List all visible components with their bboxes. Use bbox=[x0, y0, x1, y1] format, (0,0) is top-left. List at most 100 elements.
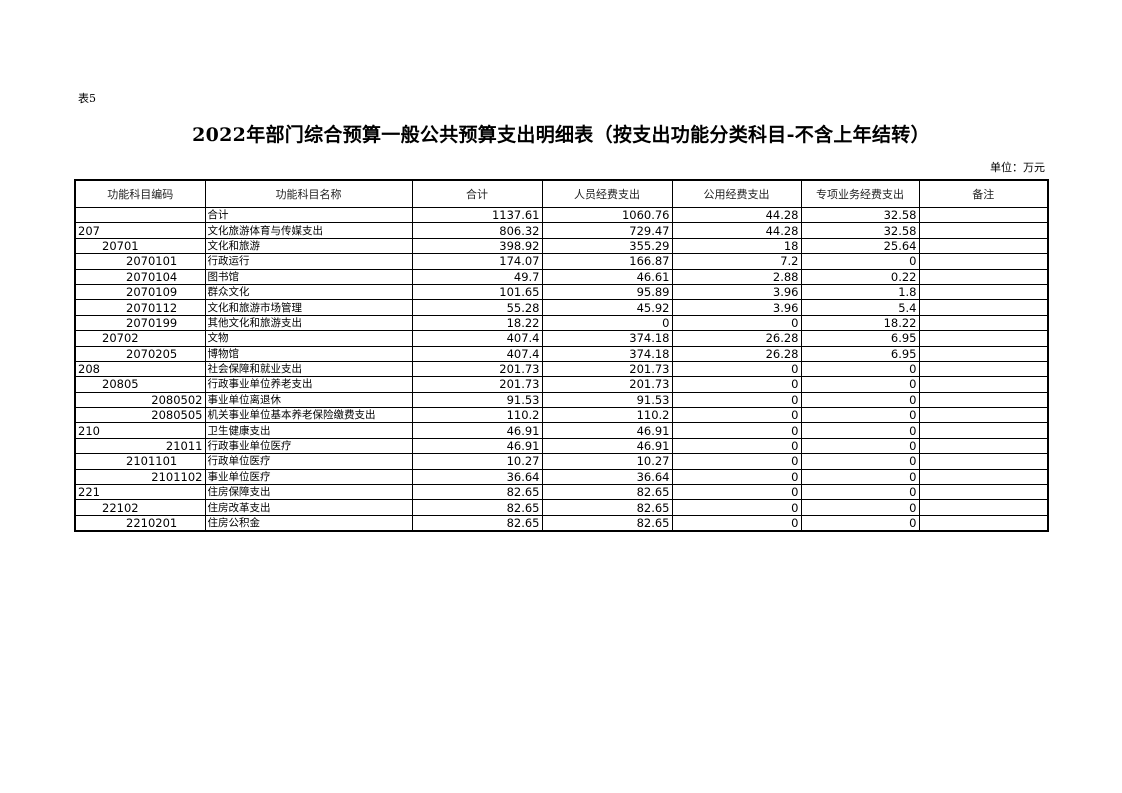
table-row: 2210201 住房公积金 82.65 82.65 0 0 bbox=[74, 514, 1049, 532]
table-row: 207 文化旅游体育与传媒支出 806.32 729.47 44.28 32.58 bbox=[74, 222, 1049, 239]
cell-name: 事业单位医疗 bbox=[204, 468, 413, 486]
cell-total: 36.64 bbox=[411, 468, 543, 486]
cell-special: 0 bbox=[800, 468, 920, 486]
table-row: 20702 文物 407.4 374.18 26.28 6.95 bbox=[74, 330, 1049, 347]
cell-name: 群众文化 bbox=[204, 283, 413, 301]
cell-personnel: 45.92 bbox=[541, 299, 673, 316]
cell-public: 0 bbox=[671, 422, 802, 439]
cell-special: 1.8 bbox=[800, 283, 920, 301]
cell-note bbox=[918, 345, 1049, 362]
cell-code: 22102 bbox=[74, 499, 206, 516]
table-row: 合计 1137.61 1060.76 44.28 32.58 bbox=[74, 206, 1049, 224]
cell-note bbox=[918, 514, 1049, 532]
cell-total: 201.73 bbox=[411, 360, 543, 378]
cell-public: 0 bbox=[671, 484, 802, 501]
cell-note bbox=[918, 299, 1049, 316]
cell-personnel: 82.65 bbox=[541, 484, 673, 501]
table-row: 2070112 文化和旅游市场管理 55.28 45.92 3.96 5.4 bbox=[74, 299, 1049, 316]
cell-code bbox=[74, 206, 206, 224]
cell-note bbox=[918, 484, 1049, 501]
cell-note bbox=[918, 237, 1049, 255]
cell-code: 21011 bbox=[74, 437, 206, 455]
cell-note bbox=[918, 222, 1049, 239]
cell-code: 2070199 bbox=[74, 314, 206, 332]
cell-code: 2080502 bbox=[74, 391, 206, 409]
cell-public: 2.88 bbox=[671, 268, 802, 285]
cell-note bbox=[918, 253, 1049, 270]
cell-personnel: 46.61 bbox=[541, 268, 673, 285]
table-row: 21011 行政事业单位医疗 46.91 46.91 0 0 bbox=[74, 437, 1049, 455]
cell-total: 407.4 bbox=[411, 345, 543, 362]
cell-code: 208 bbox=[74, 360, 206, 378]
cell-note bbox=[918, 330, 1049, 347]
cell-public: 26.28 bbox=[671, 330, 802, 347]
table-row: 210 卫生健康支出 46.91 46.91 0 0 bbox=[74, 422, 1049, 439]
cell-personnel: 91.53 bbox=[541, 391, 673, 409]
table-row: 2070199 其他文化和旅游支出 18.22 0 0 18.22 bbox=[74, 314, 1049, 332]
cell-name: 其他文化和旅游支出 bbox=[204, 314, 413, 332]
cell-special: 0.22 bbox=[800, 268, 920, 285]
cell-personnel: 374.18 bbox=[541, 330, 673, 347]
cell-name: 文化和旅游市场管理 bbox=[204, 299, 413, 316]
cell-special: 0 bbox=[800, 484, 920, 501]
cell-public: 18 bbox=[671, 237, 802, 255]
cell-personnel: 95.89 bbox=[541, 283, 673, 301]
cell-special: 6.95 bbox=[800, 330, 920, 347]
cell-public: 0 bbox=[671, 453, 802, 470]
cell-note bbox=[918, 268, 1049, 285]
cell-name: 卫生健康支出 bbox=[204, 422, 413, 439]
cell-personnel: 36.64 bbox=[541, 468, 673, 486]
cell-personnel: 46.91 bbox=[541, 437, 673, 455]
cell-total: 201.73 bbox=[411, 376, 543, 393]
cell-special: 25.64 bbox=[800, 237, 920, 255]
table-row: 2101101 行政单位医疗 10.27 10.27 0 0 bbox=[74, 453, 1049, 470]
cell-personnel: 166.87 bbox=[541, 253, 673, 270]
cell-special: 0 bbox=[800, 422, 920, 439]
header-public: 公用经费支出 bbox=[671, 179, 802, 208]
cell-note bbox=[918, 376, 1049, 393]
table-row: 208 社会保障和就业支出 201.73 201.73 0 0 bbox=[74, 360, 1049, 378]
cell-personnel: 201.73 bbox=[541, 376, 673, 393]
cell-special: 32.58 bbox=[800, 206, 920, 224]
cell-public: 0 bbox=[671, 314, 802, 332]
cell-special: 0 bbox=[800, 499, 920, 516]
cell-total: 91.53 bbox=[411, 391, 543, 409]
cell-note bbox=[918, 283, 1049, 301]
cell-personnel: 201.73 bbox=[541, 360, 673, 378]
cell-personnel: 374.18 bbox=[541, 345, 673, 362]
cell-code: 20805 bbox=[74, 376, 206, 393]
cell-special: 0 bbox=[800, 391, 920, 409]
cell-special: 0 bbox=[800, 407, 920, 424]
cell-code: 2210201 bbox=[74, 514, 206, 532]
budget-table: 功能科目编码 功能科目名称 合计 人员经费支出 公用经费支出 专项业务经费支出 … bbox=[74, 179, 1049, 533]
unit-label: 单位：万元 bbox=[990, 161, 1045, 174]
cell-special: 0 bbox=[800, 376, 920, 393]
cell-special: 0 bbox=[800, 253, 920, 270]
cell-note bbox=[918, 453, 1049, 470]
cell-total: 49.7 bbox=[411, 268, 543, 285]
cell-code: 210 bbox=[74, 422, 206, 439]
table-row: 221 住房保障支出 82.65 82.65 0 0 bbox=[74, 484, 1049, 501]
cell-name: 文化和旅游 bbox=[204, 237, 413, 255]
table-row: 20805 行政事业单位养老支出 201.73 201.73 0 0 bbox=[74, 376, 1049, 393]
cell-total: 10.27 bbox=[411, 453, 543, 470]
table-row: 2101102 事业单位医疗 36.64 36.64 0 0 bbox=[74, 468, 1049, 486]
cell-note bbox=[918, 391, 1049, 409]
cell-total: 46.91 bbox=[411, 437, 543, 455]
table-header-row: 功能科目编码 功能科目名称 合计 人员经费支出 公用经费支出 专项业务经费支出 … bbox=[74, 179, 1049, 208]
cell-personnel: 10.27 bbox=[541, 453, 673, 470]
cell-name: 图书馆 bbox=[204, 268, 413, 285]
cell-total: 55.28 bbox=[411, 299, 543, 316]
cell-name: 行政事业单位医疗 bbox=[204, 437, 413, 455]
cell-public: 0 bbox=[671, 468, 802, 486]
cell-personnel: 46.91 bbox=[541, 422, 673, 439]
cell-note bbox=[918, 437, 1049, 455]
header-name: 功能科目名称 bbox=[204, 179, 413, 208]
cell-note bbox=[918, 360, 1049, 378]
header-code: 功能科目编码 bbox=[74, 179, 206, 208]
cell-total: 174.07 bbox=[411, 253, 543, 270]
cell-code: 2101101 bbox=[74, 453, 206, 470]
cell-total: 806.32 bbox=[411, 222, 543, 239]
cell-note bbox=[918, 499, 1049, 516]
header-personnel: 人员经费支出 bbox=[541, 179, 673, 208]
